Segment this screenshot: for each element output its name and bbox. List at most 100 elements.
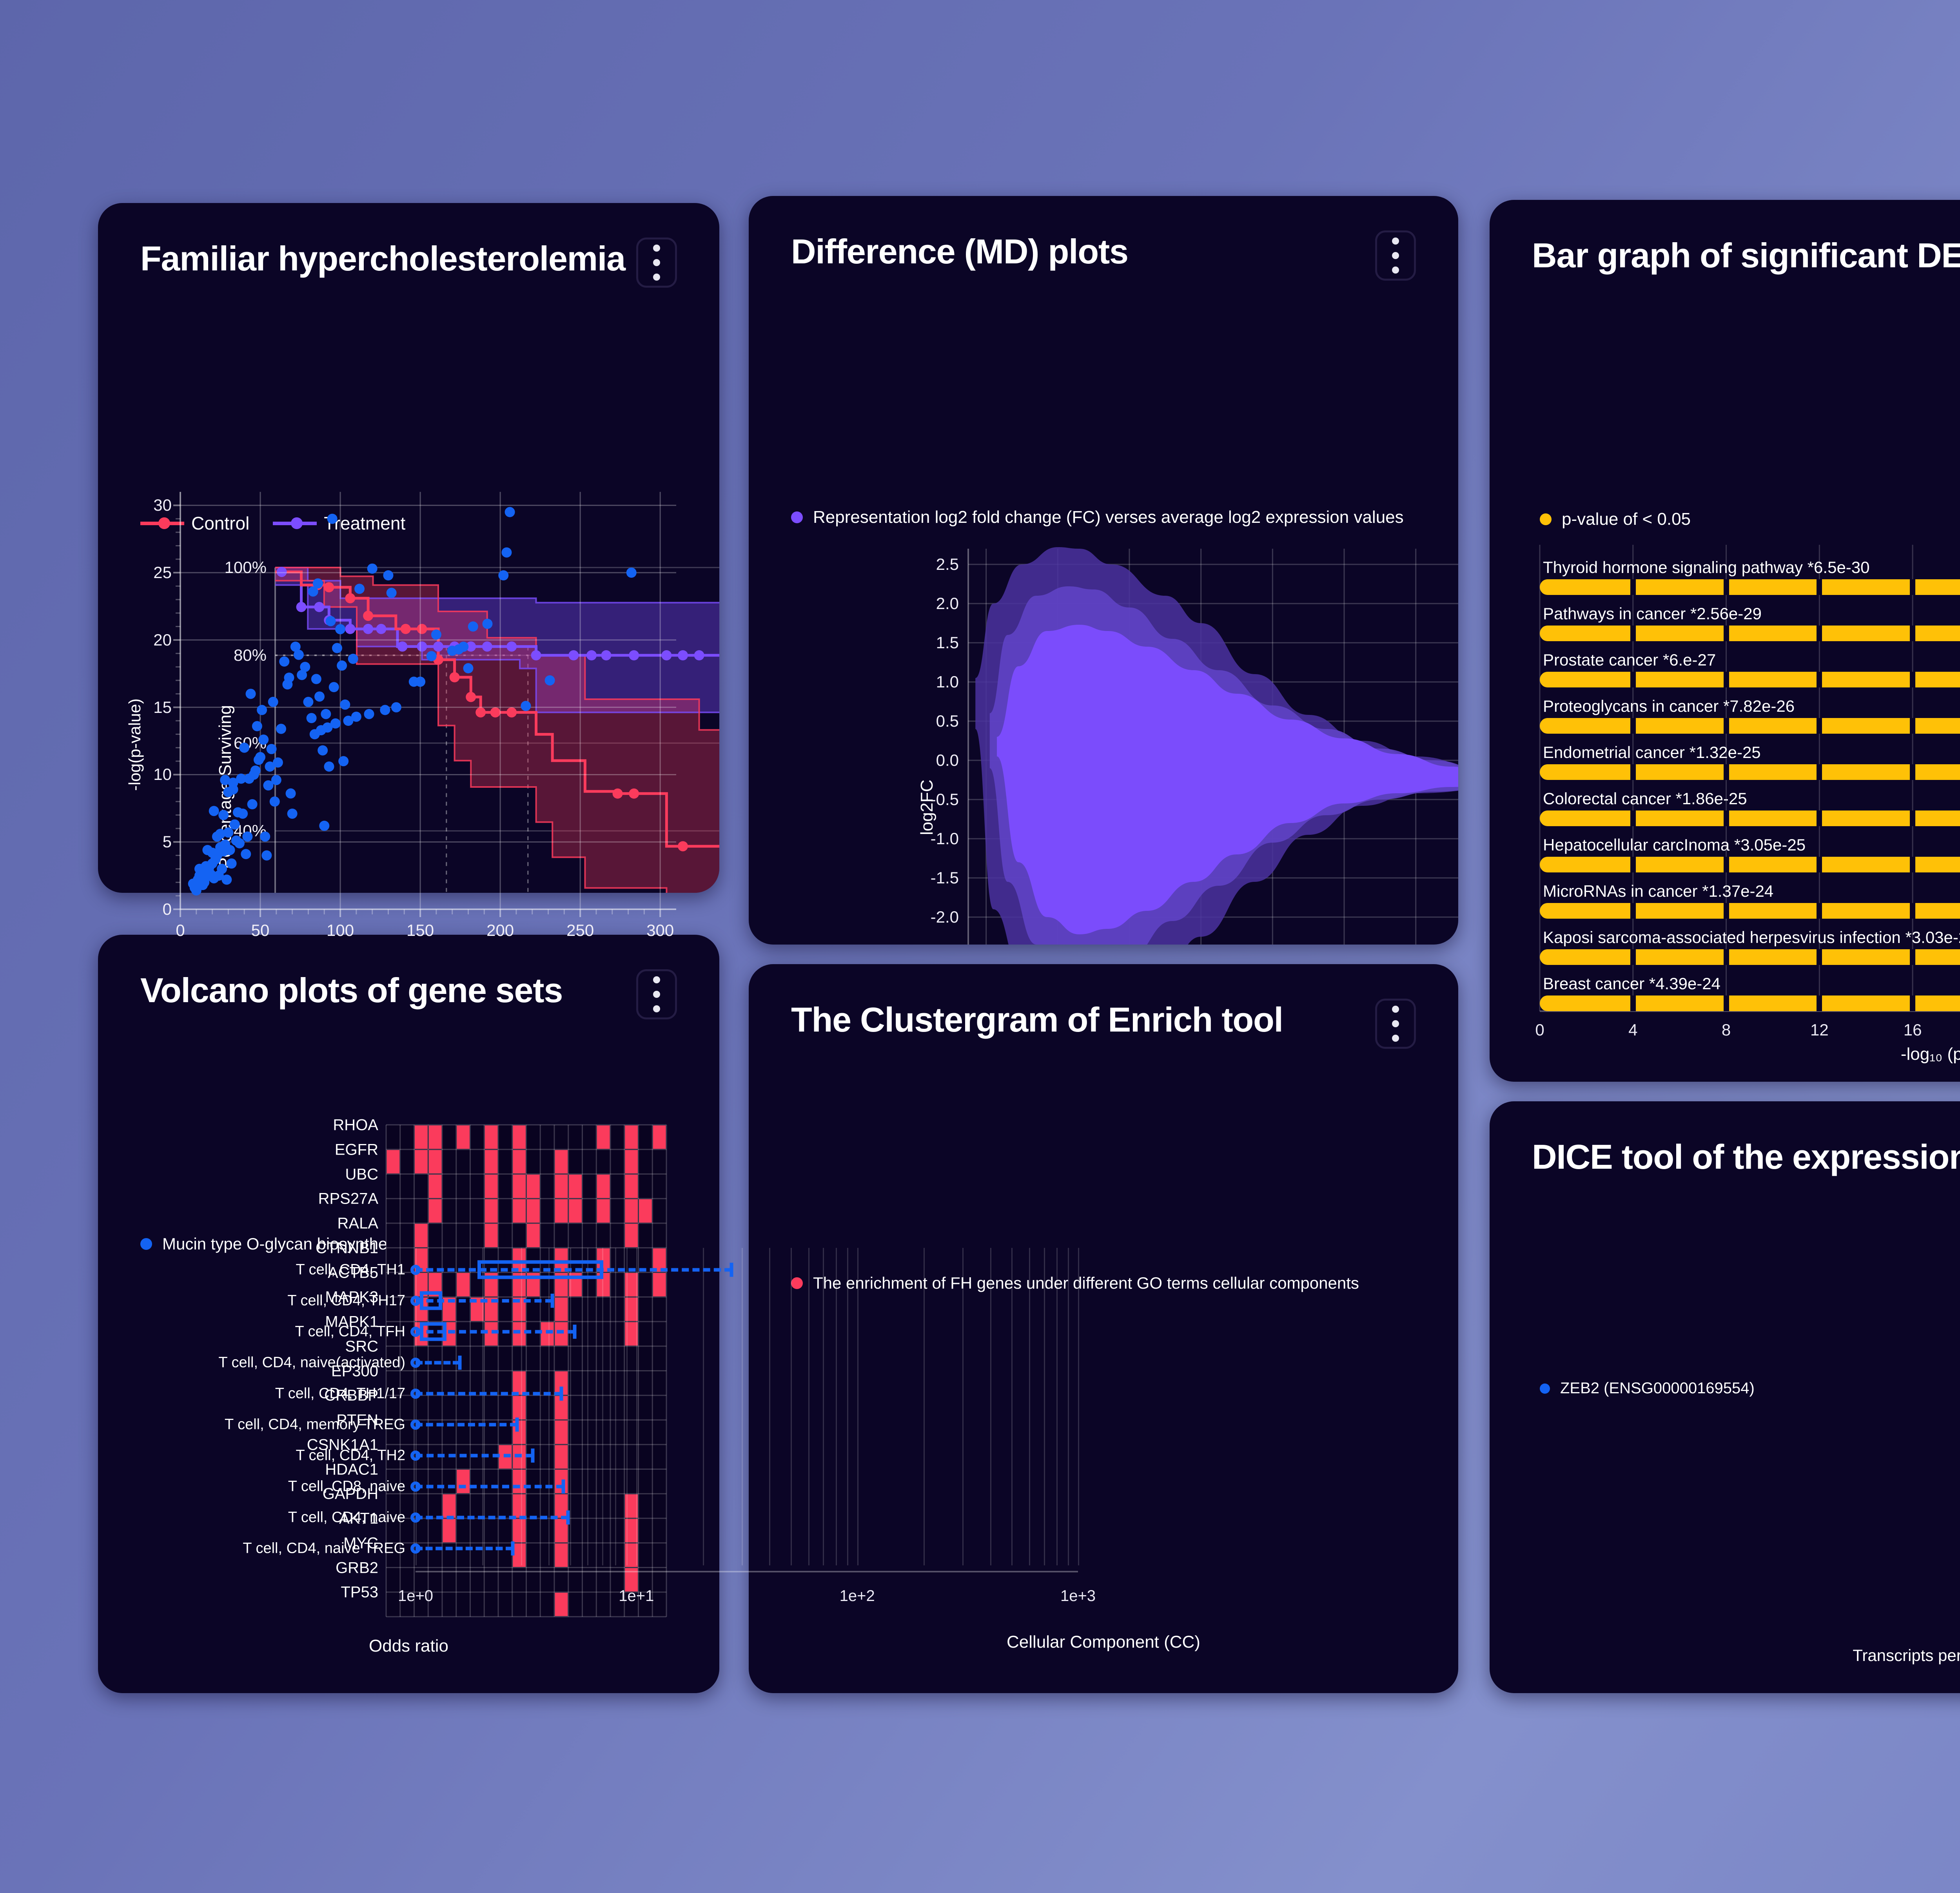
cluster-legend: The enrichment of FH genes under differe… [791, 1274, 1359, 1293]
card-deg-enriched-pathways: Bar graph of significant DEG-enriched pa… [1490, 200, 1960, 1082]
dice-whisker [416, 1423, 517, 1426]
survival-plot-area: 0%20%40%60%80%100%0510152025301116 [225, 558, 719, 893]
y-tick-volcano: 0 [162, 900, 172, 918]
clustergram-row-label: UBC [345, 1166, 378, 1183]
bar-row-group: Endometrial cancer *1.32e-25 [1540, 734, 1960, 780]
bar-segment-gap [1910, 903, 1916, 919]
clustergram-row-label: PTEN [336, 1411, 378, 1429]
volcano-plot-area: 0 5 10 15 20 25 30 0 50 100 150 200 250 300 [153, 492, 676, 939]
bar-segment-gap [1630, 672, 1636, 687]
x-tick-volcano: 150 [407, 921, 434, 939]
page-title-bar: Bar graph of significant DEG-enriched pa… [1532, 236, 1960, 275]
y-tick-survival: 100% [224, 558, 267, 577]
dice-whisker [416, 1330, 575, 1333]
dice-median-marker [410, 1357, 421, 1368]
dice-median-marker [410, 1512, 421, 1523]
dice-gridline [626, 1248, 628, 1565]
dice-gridline [702, 1248, 704, 1565]
dice-gridline [615, 1248, 616, 1565]
dice-box [420, 1322, 446, 1341]
bar-segment-gap [1910, 764, 1916, 780]
dice-gridline [602, 1248, 604, 1565]
legend-note-cluster: The enrichment of FH genes under differe… [813, 1274, 1359, 1292]
bar-segment-gap [1723, 995, 1729, 1011]
card-dice-tool: DICE tool of the expression restriction … [1490, 1101, 1960, 1693]
legend-item-treatment: Treatment [273, 513, 405, 534]
bar-segment-gap [1723, 718, 1729, 734]
legend-note-dice: ZEB2 (ENSG00000169554) [1560, 1380, 1755, 1397]
dice-plot-area: 1e+0 1e+1 1e+2 1e+3 T cell, CD4, TH1 T cell, … [218, 1248, 1096, 1605]
dice-box [477, 1260, 603, 1279]
bar-value-fill [1540, 949, 1960, 965]
y-tick-md: 0.0 [936, 751, 959, 769]
dice-gridline [482, 1248, 483, 1565]
y-tick-md: -2.0 [930, 908, 959, 926]
dice-whisker [416, 1547, 513, 1550]
clustergram-row-label: EGFR [334, 1141, 378, 1159]
dice-median-marker [410, 1543, 421, 1554]
bar-row-group: Colorectal cancer *1.86e-25 [1540, 780, 1960, 826]
axis-label-x-dice: Transcripts per million (TPM) [1853, 1646, 1960, 1665]
x-tick-bar: 0 [1535, 1021, 1544, 1039]
clustergram-row-label: GAPDH [322, 1485, 378, 1503]
bar-row-group: Hepatocellular carcInoma *3.05e-25 [1540, 826, 1960, 872]
x-tick-bar: 12 [1810, 1021, 1829, 1039]
bar-segment-gap [1630, 718, 1636, 734]
dice-gridline [847, 1248, 848, 1565]
clustergram-row-label: RPS27A [318, 1190, 378, 1208]
clustergram-row-label: AKT1 [339, 1510, 378, 1527]
dice-gridline [836, 1248, 837, 1565]
dice-whisker-cap [511, 1541, 515, 1556]
dice-row-label: T cell, CD4, TH1/17 [275, 1385, 405, 1402]
x-tick-bar: 16 [1903, 1021, 1922, 1039]
dice-whisker [416, 1392, 561, 1395]
bar-row-group: Prostate cancer *6.e-27 [1540, 641, 1960, 687]
y-tick-md: -1.5 [930, 869, 959, 887]
bar-row-group: MicroRNAs in cancer *1.37e-24 [1540, 872, 1960, 919]
dice-gridline [570, 1248, 571, 1565]
clustergram-row-label: GRB2 [336, 1559, 378, 1576]
dice-row-label: T cell, CD4, TH2 [296, 1447, 405, 1463]
kebab-menu-icon[interactable] [636, 969, 677, 1019]
md-legend: Representation log2 fold change (FC) ver… [791, 508, 1404, 527]
y-tick-md: 1.0 [936, 673, 959, 691]
bar-value-fill [1540, 903, 1960, 919]
y-tick-md: 2.0 [936, 594, 959, 613]
kebab-menu-icon[interactable] [1375, 999, 1416, 1049]
x-tick-dice: 1e+0 [397, 1587, 434, 1605]
dice-gridline [962, 1248, 964, 1565]
dice-median-marker [410, 1450, 421, 1461]
bar-value-fill [1540, 672, 1960, 687]
dice-gridline [742, 1248, 743, 1565]
clustergram-row-label: MAPK1 [325, 1313, 378, 1331]
bar-category-label: Breast cancer *4.39e-24 [1543, 974, 1720, 993]
bar-row-group: Proteoglycans in cancer *7.82e-26 [1540, 687, 1960, 734]
kebab-menu-icon[interactable] [1375, 230, 1416, 281]
card-clustergram: The Clustergram of Enrich tool The enric… [749, 964, 1458, 1693]
dice-gridline [769, 1248, 771, 1565]
bar-segment-gap [1630, 811, 1636, 826]
dice-median-marker [410, 1388, 421, 1399]
dice-whisker-cap [566, 1510, 570, 1525]
y-tick-volcano: 15 [153, 698, 172, 716]
axis-label-x-cluster: Cellular Component (CC) [1007, 1632, 1200, 1652]
x-tick-volcano: 200 [486, 921, 514, 939]
bar-segment-gap [1910, 857, 1916, 872]
dice-gridline [587, 1248, 589, 1565]
bar-segment-gap [1817, 949, 1822, 965]
card-header: The Clustergram of Enrich tool [791, 999, 1416, 1057]
page-title-cluster: The Clustergram of Enrich tool [791, 1000, 1283, 1039]
legend-item-control: Control [140, 513, 249, 534]
dice-gridline [1056, 1248, 1058, 1565]
bar-value-fill [1540, 995, 1960, 1011]
card-familiar-hypercholesterolemia: Familiar hypercholesterolemia Control Tr… [98, 203, 719, 893]
dice-whisker-cap [573, 1324, 577, 1339]
bar-segment-gap [1910, 718, 1916, 734]
x-tick-bar: 4 [1628, 1021, 1638, 1039]
dice-gridline [924, 1248, 925, 1565]
dice-whisker-cap [561, 1479, 565, 1494]
kebab-menu-icon[interactable] [636, 238, 677, 288]
dice-whisker-cap [730, 1262, 733, 1277]
y-tick-md: -1.0 [930, 829, 959, 848]
bar-segment-gap [1910, 672, 1916, 687]
